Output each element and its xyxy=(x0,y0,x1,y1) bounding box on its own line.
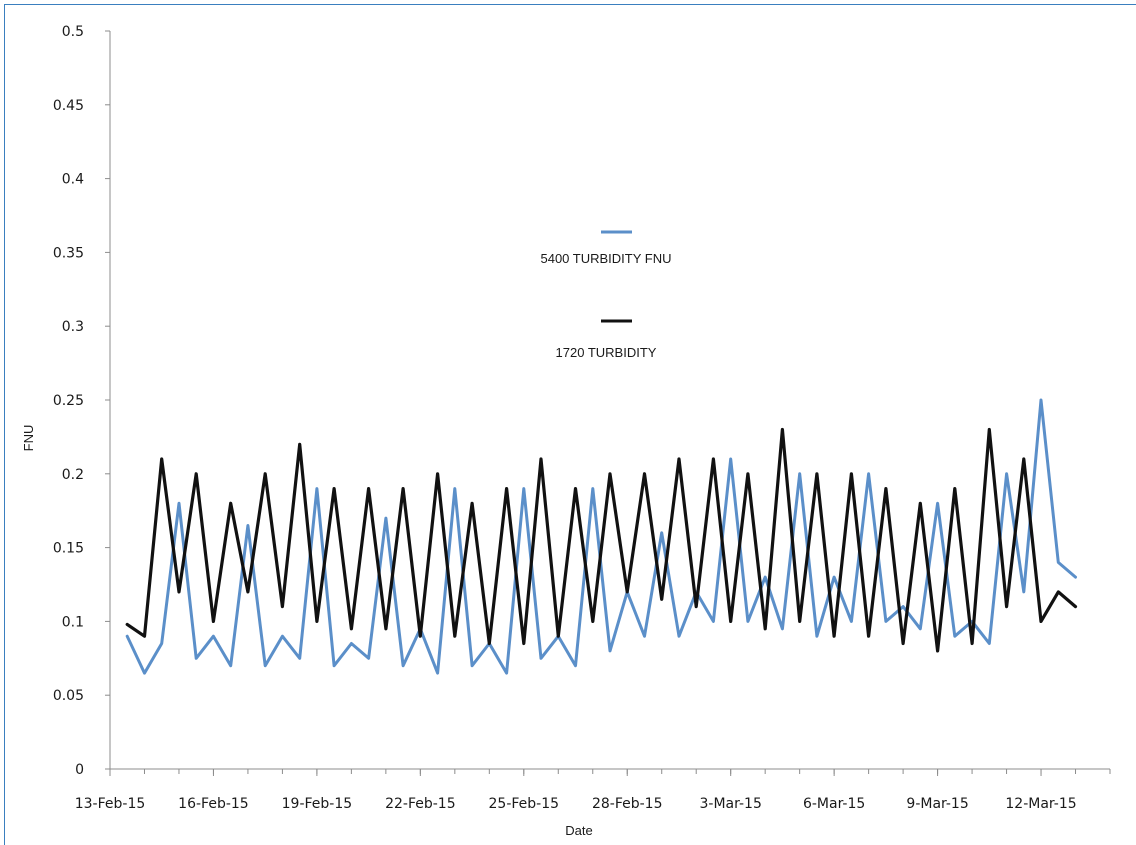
y-tick-label: 0.4 xyxy=(62,172,84,188)
x-tick-label: 22-Feb-15 xyxy=(385,796,456,812)
y-tick-label: 0.45 xyxy=(53,98,84,114)
y-axis-ticks: 0 0.05 0.1 0.15 0.2 0.25 0.3 0.35 0.4 0.45 0.5 xyxy=(53,24,110,778)
series-layer xyxy=(125,398,1078,675)
y-tick-label: 0.1 xyxy=(62,614,84,630)
x-axis-title: Date xyxy=(565,823,592,838)
y-tick-label: 0.15 xyxy=(53,541,84,557)
legend: 5400 TURBIDITY FNU 1720 TURBIDITY xyxy=(540,230,672,360)
x-axis-ticks: 13-Feb-15 16-Feb-15 19-Feb-15 22-Feb-15 25-F… xyxy=(75,769,1111,812)
y-tick-label: 0 xyxy=(75,762,84,778)
chart-frame xyxy=(4,4,1136,845)
legend-label-series-2: 1720 TURBIDITY xyxy=(556,345,657,360)
x-tick-label: 28-Feb-15 xyxy=(592,796,663,812)
x-tick-label: 25-Feb-15 xyxy=(489,796,560,812)
y-tick-label: 0.2 xyxy=(62,467,84,483)
y-tick-label: 0.5 xyxy=(62,24,84,40)
x-tick-label: 13-Feb-15 xyxy=(75,796,146,812)
x-tick-label: 16-Feb-15 xyxy=(178,796,249,812)
x-tick-label: 6-Mar-15 xyxy=(803,796,865,812)
y-tick-label: 0.35 xyxy=(53,245,84,261)
x-tick-label: 9-Mar-15 xyxy=(906,796,968,812)
series-line-2 xyxy=(125,427,1078,653)
x-tick-label: 19-Feb-15 xyxy=(282,796,353,812)
x-tick-label: 3-Mar-15 xyxy=(700,796,762,812)
y-axis-title: FNU xyxy=(21,425,36,452)
series-line-1 xyxy=(125,398,1077,675)
x-tick-label: 12-Mar-15 xyxy=(1005,796,1076,812)
y-tick-label: 0.3 xyxy=(62,319,84,335)
legend-label-series-1: 5400 TURBIDITY FNU xyxy=(540,251,671,266)
y-tick-label: 0.05 xyxy=(53,688,84,704)
y-tick-label: 0.25 xyxy=(53,393,84,409)
